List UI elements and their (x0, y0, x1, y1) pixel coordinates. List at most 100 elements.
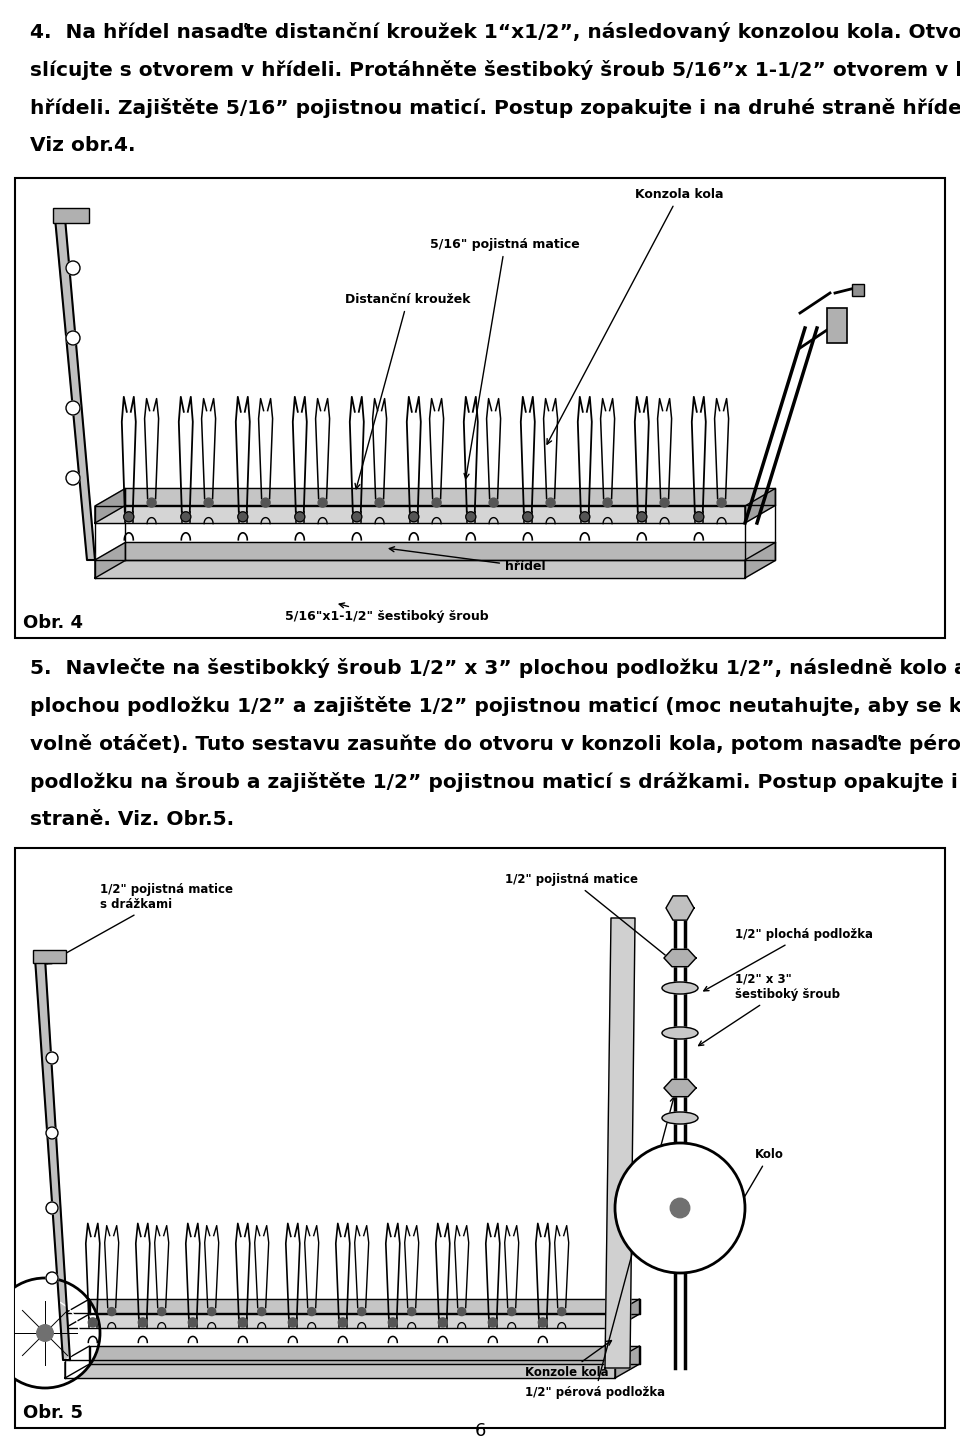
Circle shape (615, 1142, 745, 1273)
Circle shape (0, 1279, 100, 1389)
Ellipse shape (662, 982, 698, 993)
Polygon shape (615, 1299, 639, 1328)
Polygon shape (126, 488, 776, 505)
Circle shape (539, 1318, 547, 1326)
Circle shape (546, 498, 555, 507)
Polygon shape (95, 543, 126, 578)
Polygon shape (89, 1347, 639, 1364)
Circle shape (147, 498, 156, 507)
Polygon shape (65, 1347, 89, 1378)
Circle shape (207, 1308, 216, 1316)
Bar (33, 950, 66, 963)
Text: slícujte s otvorem v hřídeli. Protáhněte šestiboký šroub 5/16”x 1-1/2” otvorem v: slícujte s otvorem v hřídeli. Protáhněte… (30, 59, 960, 80)
Text: 1/2" pérová podložka: 1/2" pérová podložka (525, 1098, 675, 1399)
Polygon shape (745, 488, 776, 523)
Polygon shape (745, 543, 776, 578)
Circle shape (46, 1127, 58, 1140)
Circle shape (660, 498, 669, 507)
Bar (15, 849, 945, 1428)
Circle shape (408, 1308, 416, 1316)
Ellipse shape (662, 1027, 698, 1040)
Circle shape (636, 511, 647, 521)
Text: 5/16"x1-1/2" šestiboký šroub: 5/16"x1-1/2" šestiboký šroub (285, 602, 489, 623)
Circle shape (670, 1199, 689, 1218)
Circle shape (603, 498, 612, 507)
Bar (827, 308, 847, 343)
Text: 1/2" plochá podložka: 1/2" plochá podložka (704, 928, 873, 990)
Text: 1/2" pojistná matice: 1/2" pojistná matice (505, 873, 672, 960)
Text: 5/16" pojistná matice: 5/16" pojistná matice (430, 237, 580, 479)
Text: Viz obr.4.: Viz obr.4. (30, 136, 135, 155)
Circle shape (36, 1325, 53, 1341)
Circle shape (694, 511, 704, 521)
Circle shape (466, 511, 476, 521)
Circle shape (351, 511, 362, 521)
Text: Distanční kroužek: Distanční kroužek (345, 292, 470, 489)
Polygon shape (95, 505, 745, 523)
Polygon shape (65, 1360, 615, 1378)
Circle shape (458, 1308, 466, 1316)
Polygon shape (664, 950, 696, 967)
Polygon shape (615, 1347, 639, 1378)
Circle shape (489, 1318, 497, 1326)
Polygon shape (666, 896, 694, 919)
Circle shape (717, 498, 726, 507)
Circle shape (318, 498, 327, 507)
Text: Kolo: Kolo (737, 1148, 784, 1209)
Ellipse shape (662, 1112, 698, 1124)
Circle shape (46, 1053, 58, 1064)
Text: hřídeli. Zajištěte 5/16” pojistnou maticí. Postup zopakujte i na druhé straně hř: hřídeli. Zajištěte 5/16” pojistnou matic… (30, 98, 960, 117)
Text: volně otáčet). Tuto sestavu zasuňte do otvoru v konzoli kola, potom nasaďte péro: volně otáčet). Tuto sestavu zasuňte do o… (30, 734, 960, 754)
Polygon shape (89, 1299, 639, 1313)
Circle shape (66, 261, 80, 275)
Circle shape (358, 1308, 366, 1316)
Text: 4.  Na hřídel nasaďte distanční kroužek 1“x1/2”, následovaný konzolou kola. Otvo: 4. Na hřídel nasaďte distanční kroužek 1… (30, 22, 960, 42)
Circle shape (295, 511, 305, 521)
Circle shape (439, 1318, 447, 1326)
Circle shape (138, 1318, 147, 1326)
Circle shape (375, 498, 384, 507)
Polygon shape (35, 959, 70, 1360)
Circle shape (124, 511, 133, 521)
Text: 5.  Navlečte na šestibokký šroub 1/2” x 3” plochou podložku 1/2”, následně kolo : 5. Navlečte na šestibokký šroub 1/2” x 3… (30, 657, 960, 678)
Text: 6: 6 (474, 1422, 486, 1439)
Text: Konzole kola: Konzole kola (525, 1341, 612, 1378)
Text: Obr. 4: Obr. 4 (23, 614, 83, 631)
Circle shape (308, 1308, 316, 1316)
Circle shape (238, 511, 248, 521)
Text: hřídel: hřídel (390, 547, 545, 573)
Circle shape (46, 1271, 58, 1284)
Polygon shape (65, 1299, 89, 1328)
Circle shape (238, 1318, 248, 1326)
Text: straně. Viz. Obr.5.: straně. Viz. Obr.5. (30, 809, 234, 830)
Circle shape (66, 471, 80, 485)
Circle shape (508, 1308, 516, 1316)
Text: 1/2" pojistná matice
s drážkami: 1/2" pojistná matice s drážkami (47, 883, 233, 964)
Bar (852, 284, 864, 295)
Polygon shape (126, 543, 776, 560)
Circle shape (257, 1308, 266, 1316)
Circle shape (409, 511, 419, 521)
Text: 1/2" x 3"
šestiboký šroub: 1/2" x 3" šestiboký šroub (699, 973, 840, 1045)
Circle shape (66, 401, 80, 416)
Circle shape (388, 1318, 397, 1326)
Circle shape (288, 1318, 298, 1326)
Circle shape (580, 511, 589, 521)
Circle shape (188, 1318, 198, 1326)
Polygon shape (95, 488, 126, 523)
Circle shape (204, 498, 213, 507)
Polygon shape (55, 219, 95, 560)
Circle shape (261, 498, 270, 507)
Circle shape (523, 511, 533, 521)
Text: plochou podložku 1/2” a zajištěte 1/2” pojistnou maticí (moc neutahujte, aby se : plochou podložku 1/2” a zajištěte 1/2” p… (30, 696, 960, 715)
Polygon shape (65, 1313, 615, 1328)
Circle shape (489, 498, 498, 507)
Bar (15, 178, 945, 639)
Circle shape (180, 511, 191, 521)
Circle shape (157, 1308, 166, 1316)
Text: podložku na šroub a zajištěte 1/2” pojistnou maticí s drážkami. Postup opakujte : podložku na šroub a zajištěte 1/2” pojis… (30, 772, 960, 792)
Polygon shape (664, 1079, 696, 1096)
Circle shape (46, 1202, 58, 1213)
Bar (53, 209, 89, 223)
Circle shape (432, 498, 441, 507)
